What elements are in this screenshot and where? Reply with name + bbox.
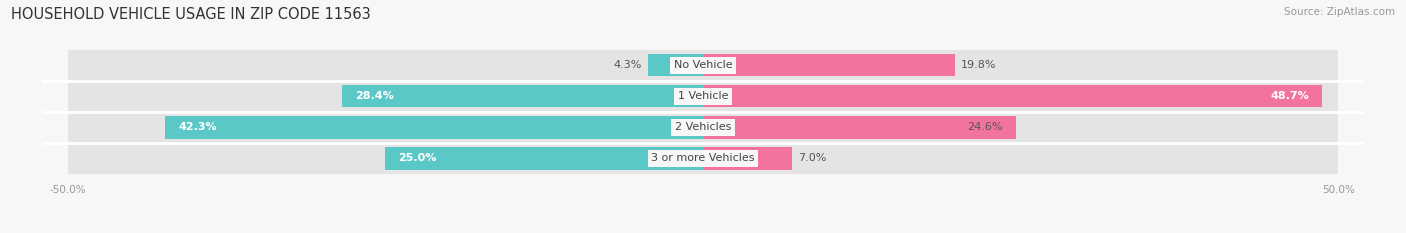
Bar bbox=[703, 143, 1339, 174]
Bar bbox=[67, 143, 703, 174]
Bar bbox=[67, 112, 703, 143]
Bar bbox=[67, 81, 703, 112]
Text: 28.4%: 28.4% bbox=[354, 91, 394, 101]
Bar bbox=[703, 116, 1015, 139]
Bar bbox=[703, 147, 792, 170]
Text: 19.8%: 19.8% bbox=[960, 60, 997, 70]
Text: 1 Vehicle: 1 Vehicle bbox=[678, 91, 728, 101]
Bar bbox=[703, 50, 1339, 81]
Text: 48.7%: 48.7% bbox=[1271, 91, 1309, 101]
Bar bbox=[166, 116, 703, 139]
Bar bbox=[703, 81, 1339, 112]
Bar bbox=[703, 112, 1339, 143]
Bar bbox=[648, 54, 703, 76]
Text: 25.0%: 25.0% bbox=[398, 154, 436, 163]
Text: Source: ZipAtlas.com: Source: ZipAtlas.com bbox=[1284, 7, 1395, 17]
Text: No Vehicle: No Vehicle bbox=[673, 60, 733, 70]
Bar bbox=[67, 50, 703, 81]
Text: 7.0%: 7.0% bbox=[799, 154, 827, 163]
Text: 24.6%: 24.6% bbox=[967, 122, 1002, 132]
Text: 4.3%: 4.3% bbox=[613, 60, 643, 70]
Bar bbox=[342, 85, 703, 107]
Text: 2 Vehicles: 2 Vehicles bbox=[675, 122, 731, 132]
Bar bbox=[703, 54, 955, 76]
Text: 42.3%: 42.3% bbox=[179, 122, 217, 132]
Bar bbox=[385, 147, 703, 170]
Text: HOUSEHOLD VEHICLE USAGE IN ZIP CODE 11563: HOUSEHOLD VEHICLE USAGE IN ZIP CODE 1156… bbox=[11, 7, 371, 22]
Bar bbox=[703, 85, 1322, 107]
Text: 3 or more Vehicles: 3 or more Vehicles bbox=[651, 154, 755, 163]
